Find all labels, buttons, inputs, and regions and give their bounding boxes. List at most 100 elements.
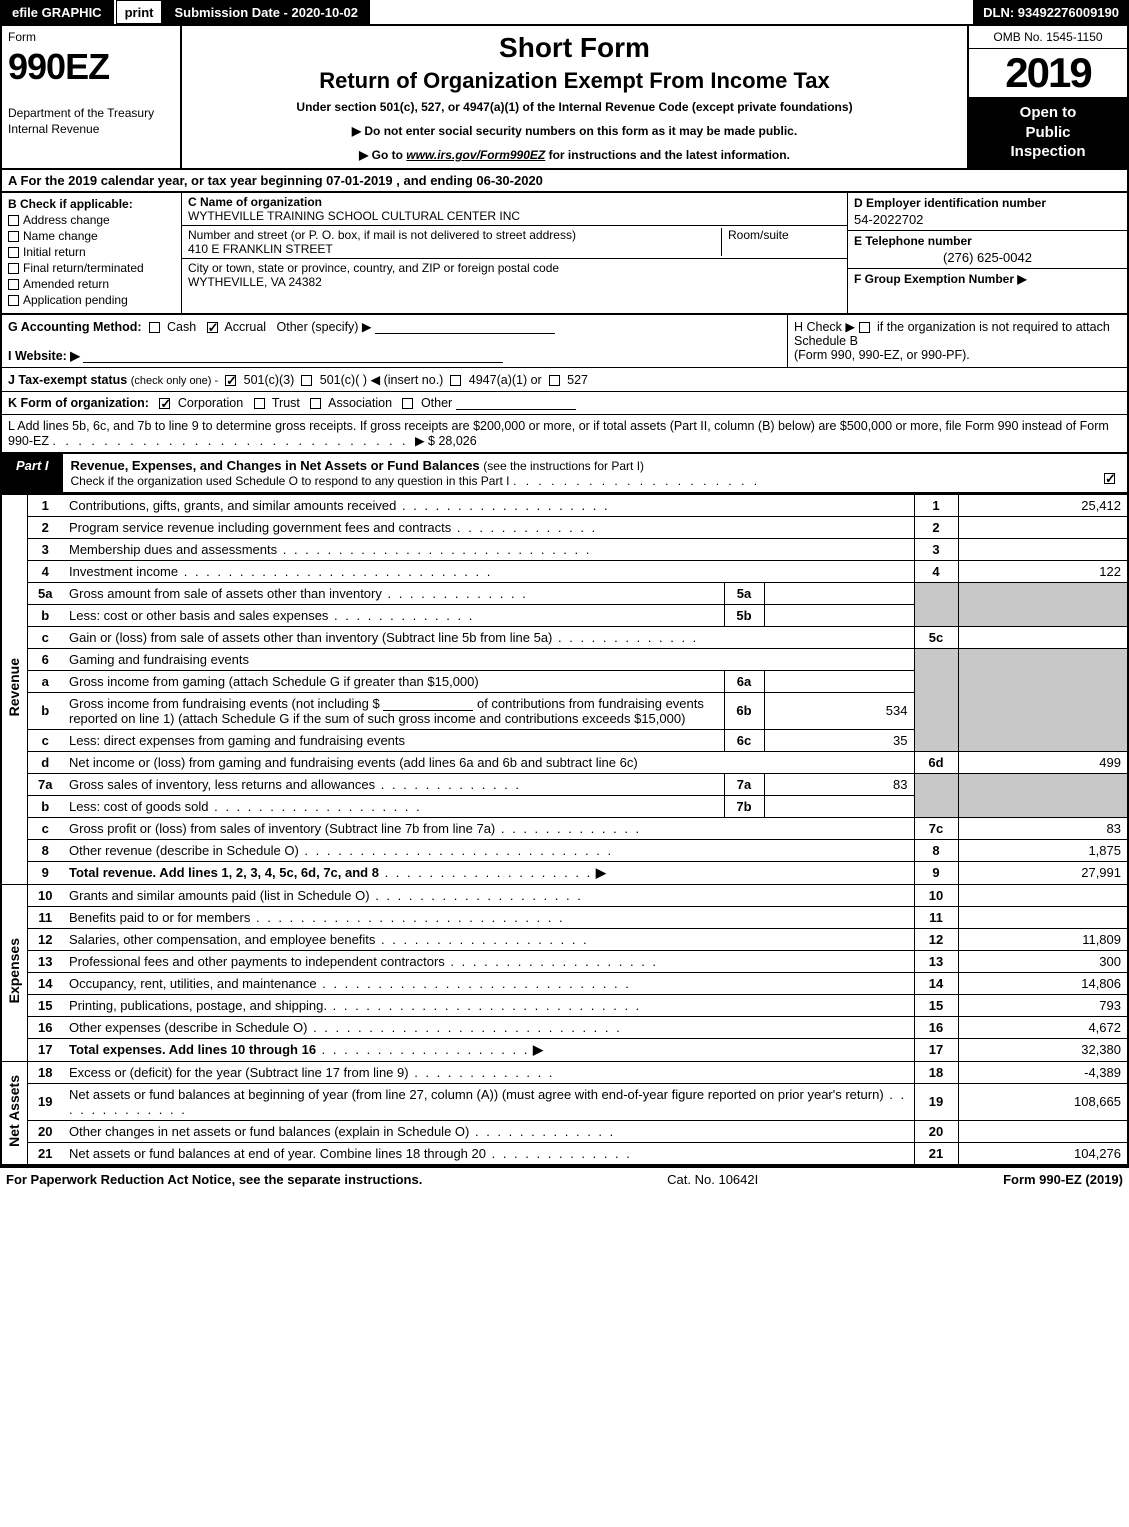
- c-addr-row: Number and street (or P. O. box, if mail…: [182, 226, 847, 259]
- line-desc: Other revenue (describe in Schedule O): [69, 843, 299, 858]
- k-assoc[interactable]: [310, 398, 321, 409]
- g-label: G Accounting Method:: [8, 320, 142, 334]
- table-row: Expenses 10 Grants and similar amounts p…: [1, 884, 1128, 906]
- table-row: 11 Benefits paid to or for members 11: [1, 906, 1128, 928]
- line-no: 16: [27, 1016, 63, 1038]
- line-desc: Salaries, other compensation, and employ…: [69, 932, 375, 947]
- row-h: H Check ▶ if the organization is not req…: [787, 315, 1127, 367]
- line-no: 19: [27, 1083, 63, 1120]
- chk-name-change[interactable]: Name change: [8, 229, 175, 243]
- col-no: 3: [914, 538, 958, 560]
- amount: 4,672: [958, 1016, 1128, 1038]
- table-row: 15 Printing, publications, postage, and …: [1, 994, 1128, 1016]
- line-desc: Grants and similar amounts paid (list in…: [69, 888, 370, 903]
- line-desc: Less: cost or other basis and sales expe…: [69, 608, 328, 623]
- amount: 11,809: [958, 928, 1128, 950]
- col-no: 20: [914, 1120, 958, 1142]
- line-desc: Membership dues and assessments: [69, 542, 277, 557]
- section-b: B Check if applicable: Address change Na…: [2, 193, 182, 313]
- k-o3: Other: [421, 396, 452, 410]
- col-no: 2: [914, 516, 958, 538]
- row-g: G Accounting Method: Cash Accrual Other …: [2, 315, 787, 367]
- line-no: d: [27, 751, 63, 773]
- sub-val: 83: [764, 773, 914, 795]
- form-number: 990EZ: [8, 46, 174, 88]
- line-no: 7a: [27, 773, 63, 795]
- line-no: 14: [27, 972, 63, 994]
- col-no: 1: [914, 494, 958, 516]
- schedule-o-checkbox[interactable]: [1104, 473, 1115, 484]
- efile-label[interactable]: efile GRAPHIC: [0, 0, 116, 24]
- k-trust[interactable]: [254, 398, 265, 409]
- line-desc: Occupancy, rent, utilities, and maintena…: [69, 976, 317, 991]
- j-o1: 501(c)(3): [244, 373, 295, 387]
- line-desc: Total revenue. Add lines 1, 2, 3, 4, 5c,…: [69, 865, 379, 880]
- chk-address-change[interactable]: Address change: [8, 213, 175, 227]
- line-no: 20: [27, 1120, 63, 1142]
- j-4947[interactable]: [450, 375, 461, 386]
- c-name-row: C Name of organization WYTHEVILLE TRAINI…: [182, 193, 847, 226]
- part1-title-text: Revenue, Expenses, and Changes in Net As…: [71, 458, 480, 473]
- org-address: 410 E FRANKLIN STREET: [188, 242, 333, 256]
- section-c: C Name of organization WYTHEVILLE TRAINI…: [182, 193, 847, 313]
- dln-label: DLN: 93492276009190: [973, 0, 1129, 24]
- sub-no: 5b: [724, 604, 764, 626]
- form-label: Form: [8, 30, 174, 44]
- line-no: 21: [27, 1142, 63, 1165]
- chk-final-return[interactable]: Final return/terminated: [8, 261, 175, 275]
- j-sub: (check only one) -: [131, 375, 218, 387]
- chk-label: Initial return: [23, 245, 86, 259]
- table-row: 13 Professional fees and other payments …: [1, 950, 1128, 972]
- e-label: E Telephone number: [854, 234, 972, 248]
- chk-app-pending[interactable]: Application pending: [8, 293, 175, 307]
- top-bar: efile GRAPHIC print Submission Date - 20…: [0, 0, 1129, 26]
- chk-amended[interactable]: Amended return: [8, 277, 175, 291]
- line-desc: Benefits paid to or for members: [69, 910, 250, 925]
- j-501c[interactable]: [301, 375, 312, 386]
- line-desc: Printing, publications, postage, and shi…: [69, 998, 327, 1013]
- amount: [958, 626, 1128, 648]
- chk-label: Application pending: [23, 293, 128, 307]
- h-checkbox[interactable]: [859, 322, 870, 333]
- j-501c3[interactable]: [225, 375, 236, 386]
- line-no: 17: [27, 1038, 63, 1061]
- k-corp[interactable]: [159, 398, 170, 409]
- irs-link[interactable]: www.irs.gov/Form990EZ: [406, 148, 545, 162]
- line-no: 9: [27, 861, 63, 884]
- line-desc: Less: cost of goods sold: [69, 799, 208, 814]
- expenses-section-label: Expenses: [1, 884, 27, 1061]
- j-527[interactable]: [549, 375, 560, 386]
- line-desc: Contributions, gifts, grants, and simila…: [69, 498, 396, 513]
- col-no: 17: [914, 1038, 958, 1061]
- table-row: 16 Other expenses (describe in Schedule …: [1, 1016, 1128, 1038]
- print-button[interactable]: print: [116, 0, 163, 24]
- org-city: WYTHEVILLE, VA 24382: [188, 275, 322, 289]
- table-row: 19 Net assets or fund balances at beginn…: [1, 1083, 1128, 1120]
- i-label: I Website: ▶: [8, 349, 80, 363]
- k-other[interactable]: [402, 398, 413, 409]
- shaded-cell: [914, 773, 958, 817]
- sub-no: 5a: [724, 582, 764, 604]
- website-input[interactable]: [83, 362, 503, 363]
- line-desc: Excess or (deficit) for the year (Subtra…: [69, 1065, 409, 1080]
- line-no: 10: [27, 884, 63, 906]
- shaded-cell: [914, 582, 958, 626]
- col-no: 9: [914, 861, 958, 884]
- line-desc: Investment income: [69, 564, 178, 579]
- line-desc: Other changes in net assets or fund bala…: [69, 1124, 469, 1139]
- instr2-post: for instructions and the latest informat…: [545, 148, 790, 162]
- header-right: OMB No. 1545-1150 2019 Open to Public In…: [967, 26, 1127, 168]
- section-d: D Employer identification number 54-2022…: [848, 193, 1127, 231]
- line-no: b: [27, 795, 63, 817]
- col-no: 14: [914, 972, 958, 994]
- chk-initial-return[interactable]: Initial return: [8, 245, 175, 259]
- sub-no: 6b: [724, 692, 764, 729]
- line-desc: Gross amount from sale of assets other t…: [69, 586, 382, 601]
- l-amount: ▶ $ 28,026: [415, 434, 477, 448]
- sub-no: 7a: [724, 773, 764, 795]
- line-no: b: [27, 692, 63, 729]
- line-no: a: [27, 670, 63, 692]
- section-def: D Employer identification number 54-2022…: [847, 193, 1127, 313]
- amount: 14,806: [958, 972, 1128, 994]
- amount: 27,991: [958, 861, 1128, 884]
